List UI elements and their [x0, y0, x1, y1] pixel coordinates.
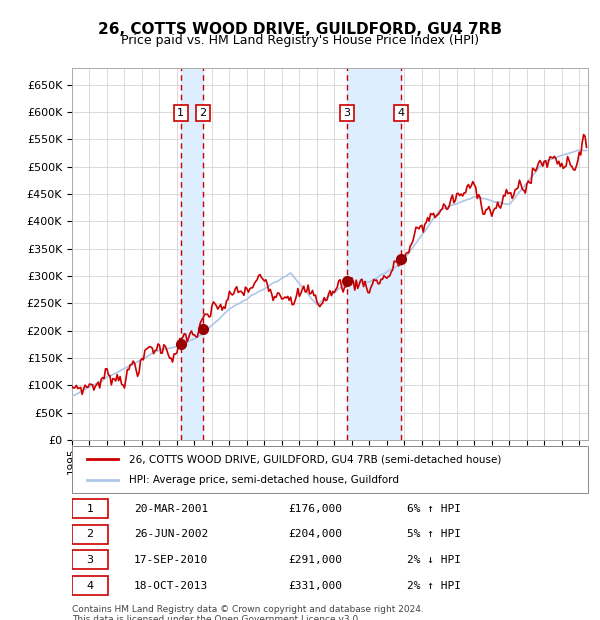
Text: 4: 4 [86, 580, 94, 590]
FancyBboxPatch shape [72, 525, 108, 544]
Text: 17-SEP-2010: 17-SEP-2010 [134, 555, 208, 565]
Text: 6% ↑ HPI: 6% ↑ HPI [407, 504, 461, 514]
Text: 4: 4 [397, 108, 404, 118]
Text: Price paid vs. HM Land Registry's House Price Index (HPI): Price paid vs. HM Land Registry's House … [121, 34, 479, 47]
Text: 18-OCT-2013: 18-OCT-2013 [134, 580, 208, 590]
Bar [181, 68, 203, 440]
Text: 26, COTTS WOOD DRIVE, GUILDFORD, GU4 7RB (semi-detached house): 26, COTTS WOOD DRIVE, GUILDFORD, GU4 7RB… [129, 454, 501, 464]
Text: 2% ↓ HPI: 2% ↓ HPI [407, 555, 461, 565]
Text: Contains HM Land Registry data © Crown copyright and database right 2024.
This d: Contains HM Land Registry data © Crown c… [72, 604, 424, 620]
FancyBboxPatch shape [72, 446, 588, 493]
Text: £291,000: £291,000 [289, 555, 343, 565]
Text: 2% ↑ HPI: 2% ↑ HPI [407, 580, 461, 590]
Text: 5% ↑ HPI: 5% ↑ HPI [407, 529, 461, 539]
Text: 1: 1 [86, 504, 94, 514]
Text: £331,000: £331,000 [289, 580, 343, 590]
Text: 2: 2 [86, 529, 94, 539]
Bar [347, 68, 401, 440]
Text: 3: 3 [343, 108, 350, 118]
Text: 26-JUN-2002: 26-JUN-2002 [134, 529, 208, 539]
Text: £204,000: £204,000 [289, 529, 343, 539]
FancyBboxPatch shape [72, 551, 108, 569]
Text: HPI: Average price, semi-detached house, Guildford: HPI: Average price, semi-detached house,… [129, 475, 399, 485]
Text: 3: 3 [86, 555, 94, 565]
FancyBboxPatch shape [72, 499, 108, 518]
Text: 26, COTTS WOOD DRIVE, GUILDFORD, GU4 7RB: 26, COTTS WOOD DRIVE, GUILDFORD, GU4 7RB [98, 22, 502, 37]
FancyBboxPatch shape [72, 576, 108, 595]
Text: £176,000: £176,000 [289, 504, 343, 514]
Text: 2: 2 [199, 108, 206, 118]
Text: 20-MAR-2001: 20-MAR-2001 [134, 504, 208, 514]
Text: 1: 1 [177, 108, 184, 118]
